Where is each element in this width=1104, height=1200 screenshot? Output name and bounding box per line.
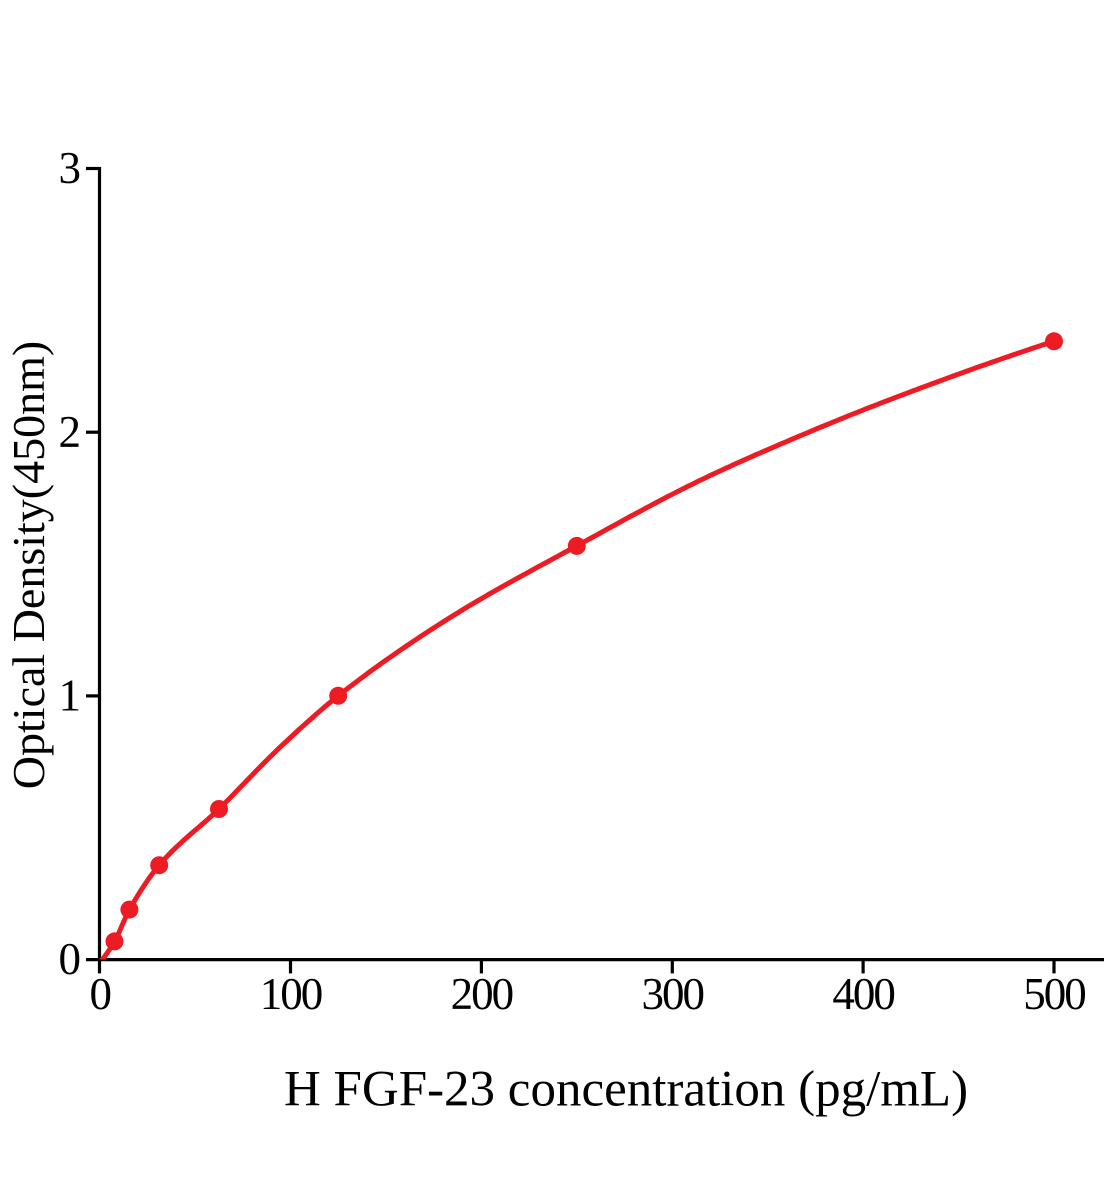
svg-text:400: 400 <box>832 969 894 1019</box>
svg-text:500: 500 <box>1023 969 1085 1019</box>
svg-text:H FGF-23 concentration (pg/mL): H FGF-23 concentration (pg/mL) <box>284 1062 968 1118</box>
svg-text:0: 0 <box>90 969 111 1019</box>
svg-text:Optical Density(450nm): Optical Density(450nm) <box>3 341 54 789</box>
svg-text:1: 1 <box>59 671 82 721</box>
svg-text:2: 2 <box>59 407 82 457</box>
svg-text:300: 300 <box>642 969 704 1019</box>
svg-text:100: 100 <box>260 969 322 1019</box>
svg-text:0: 0 <box>59 934 82 984</box>
svg-text:3: 3 <box>59 143 82 193</box>
svg-text:200: 200 <box>451 969 513 1019</box>
